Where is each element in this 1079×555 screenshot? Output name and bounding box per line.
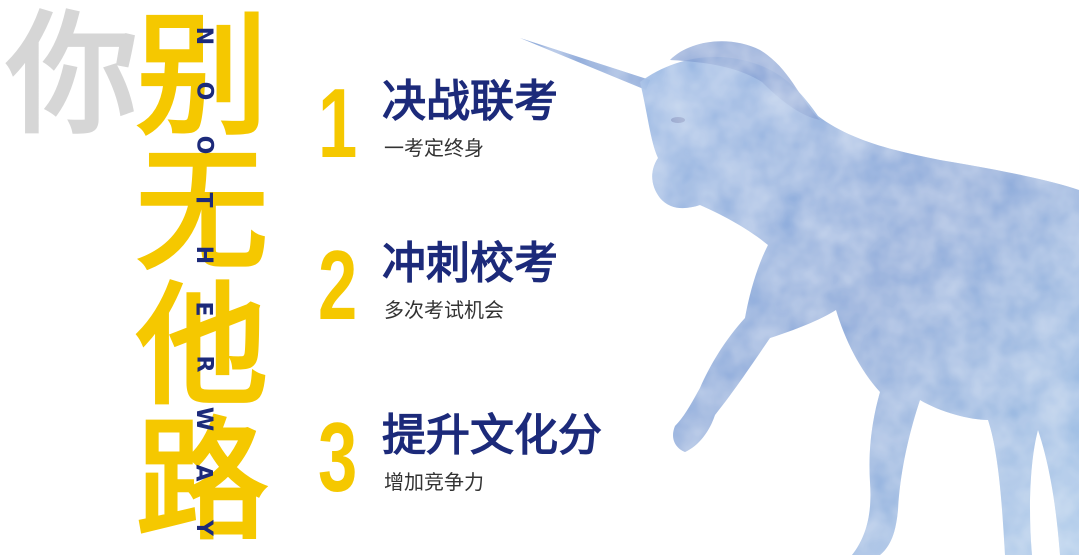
unicorn-illustration xyxy=(520,38,1079,555)
step-3: 3 提升文化分 增加竞争力 xyxy=(318,408,678,528)
letter: N xyxy=(190,26,216,46)
title-char: 路 xyxy=(136,405,268,555)
step-subtitle: 一考定终身 xyxy=(384,136,484,160)
letter: W xyxy=(191,406,216,431)
step-2: 2 冲刺校考 多次考试机会 xyxy=(318,236,678,356)
step-number: 2 xyxy=(318,230,358,340)
yellow-vertical-title: 别 无 他 路 xyxy=(136,10,268,550)
step-1: 1 决战联考 一考定终身 xyxy=(318,74,678,194)
title-char: 他 xyxy=(136,270,268,424)
title-char: 别 xyxy=(136,0,268,154)
letter: A xyxy=(191,464,216,482)
letter: E xyxy=(191,301,216,317)
step-number: 3 xyxy=(318,402,358,512)
grey-title-char: 你 xyxy=(6,0,138,153)
letter: O xyxy=(190,81,216,101)
step-number: 1 xyxy=(318,68,358,178)
title-char: 无 xyxy=(136,135,268,289)
step-title: 提升文化分 xyxy=(382,410,602,461)
letter: O xyxy=(190,135,216,155)
vertical-english-text: N O O T H E R W A Y xyxy=(188,22,216,542)
step-subtitle: 多次考试机会 xyxy=(384,298,504,322)
step-title: 决战联考 xyxy=(382,76,558,127)
step-title: 冲刺校考 xyxy=(382,238,558,289)
letter: Y xyxy=(191,519,216,536)
step-subtitle: 增加竞争力 xyxy=(384,470,484,494)
letter: T xyxy=(190,192,216,208)
letter: H xyxy=(190,245,216,264)
letter: R xyxy=(190,355,216,373)
